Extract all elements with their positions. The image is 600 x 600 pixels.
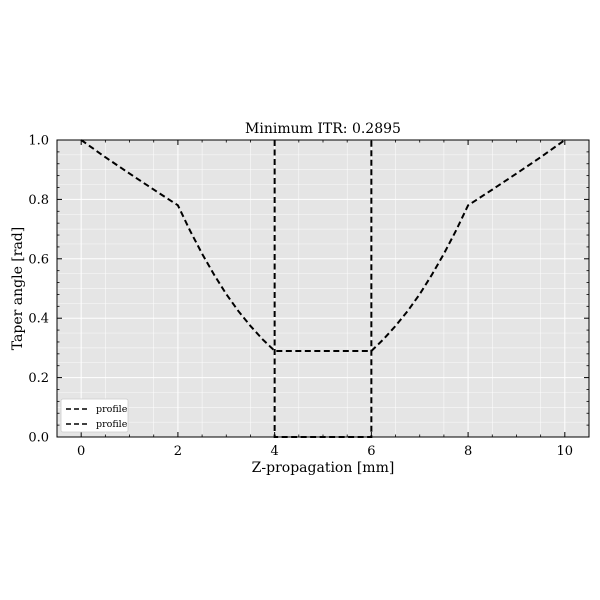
minor-grid bbox=[57, 140, 589, 437]
y-tick-label: 0.2 bbox=[28, 371, 49, 386]
y-tick-label: 1.0 bbox=[28, 134, 49, 149]
series-line-1 bbox=[80, 139, 566, 353]
ticks-layer bbox=[56, 139, 590, 438]
tick-labels: 0 2 4 6 8 10 0.0 0.2 0.4 0.6 0.8 1.0 bbox=[28, 134, 573, 460]
legend: profile profile bbox=[60, 398, 129, 433]
x-tick-label: 2 bbox=[174, 444, 182, 459]
x-tick-label: 8 bbox=[464, 444, 472, 459]
legend-label-2: profile bbox=[96, 419, 128, 430]
y-axis-label: Taper angle [rad] bbox=[10, 227, 26, 350]
x-tick-label: 0 bbox=[77, 444, 85, 459]
y-tick-label: 0.8 bbox=[28, 193, 49, 208]
x-tick-label: 4 bbox=[270, 444, 278, 459]
x-axis-label: Z-propagation [mm] bbox=[252, 460, 395, 476]
chart-title: Minimum ITR: 0.2895 bbox=[245, 121, 401, 137]
y-tick-label: 0.6 bbox=[28, 252, 49, 267]
legend-label-1: profile bbox=[96, 404, 128, 415]
x-tick-label: 10 bbox=[557, 444, 574, 459]
y-tick-label: 0.0 bbox=[28, 431, 49, 446]
x-tick-label: 6 bbox=[367, 444, 375, 459]
y-tick-label: 0.4 bbox=[28, 312, 49, 327]
